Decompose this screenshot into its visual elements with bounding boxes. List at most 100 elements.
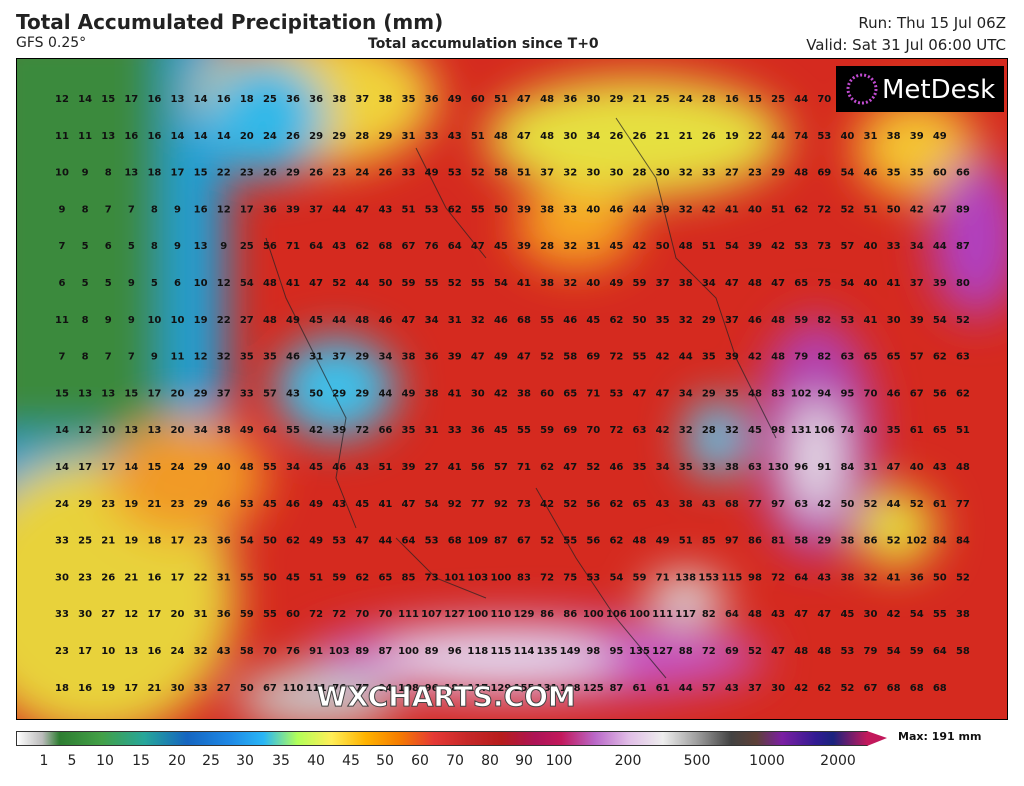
grid-value: 7	[105, 352, 112, 363]
grid-value: 14	[55, 462, 69, 473]
grid-value: 32	[864, 572, 878, 583]
grid-value: 62	[817, 683, 831, 694]
grid-value: 45	[494, 241, 508, 252]
grid-value: 59	[332, 572, 346, 583]
grid-value: 22	[748, 131, 762, 142]
grid-value: 64	[933, 646, 947, 657]
grid-value: 45	[309, 315, 323, 326]
grid-value: 130	[768, 462, 789, 473]
grid-value: 50	[240, 683, 254, 694]
grid-value: 60	[933, 168, 947, 179]
grid-value: 32	[679, 315, 693, 326]
grid-value: 28	[540, 241, 554, 252]
grid-value: 41	[887, 572, 901, 583]
grid-value: 181	[444, 683, 465, 694]
grid-value: 135	[629, 646, 650, 657]
grid-value: 41	[286, 278, 300, 289]
grid-value: 52	[471, 168, 485, 179]
grid-value: 55	[286, 425, 300, 436]
grid-value: 45	[840, 609, 854, 620]
grid-value: 54	[725, 241, 739, 252]
grid-value: 17	[147, 609, 161, 620]
grid-value: 24	[679, 94, 693, 105]
colorbar-tick-label: 2000	[820, 753, 856, 769]
grid-value: 12	[55, 94, 69, 105]
grid-value: 35	[887, 168, 901, 179]
grid-value: 27	[425, 462, 439, 473]
grid-value: 19	[101, 683, 115, 694]
grid-value: 46	[887, 388, 901, 399]
grid-value: 49	[309, 536, 323, 547]
grid-value: 38	[402, 352, 416, 363]
grid-value: 49	[609, 278, 623, 289]
grid-value: 72	[609, 352, 623, 363]
grid-value: 66	[956, 168, 970, 179]
grid-value: 60	[471, 94, 485, 105]
grid-value: 56	[586, 499, 600, 510]
grid-value: 65	[633, 499, 647, 510]
logo-text: MetDesk	[882, 75, 995, 105]
grid-value: 76	[332, 683, 346, 694]
grid-value: 30	[656, 168, 670, 179]
grid-value: 59	[633, 572, 647, 583]
grid-value: 55	[471, 278, 485, 289]
grid-value: 55	[471, 204, 485, 215]
grid-value: 52	[540, 536, 554, 547]
grid-value: 30	[864, 609, 878, 620]
grid-value: 102	[906, 536, 927, 547]
grid-value: 87	[609, 683, 623, 694]
grid-value: 35	[263, 352, 277, 363]
grid-value: 32	[679, 204, 693, 215]
grid-value: 125	[583, 683, 604, 694]
colorbar-tick-label: 40	[307, 753, 325, 769]
grid-value: 36	[910, 572, 924, 583]
grid-value: 35	[910, 168, 924, 179]
grid-value: 51	[702, 241, 716, 252]
grid-value: 71	[586, 388, 600, 399]
grid-value: 41	[887, 278, 901, 289]
grid-value: 129	[490, 683, 511, 694]
grid-value: 13	[124, 168, 138, 179]
grid-value: 48	[794, 646, 808, 657]
grid-value: 29	[194, 388, 208, 399]
grid-value: 9	[220, 241, 227, 252]
grid-value: 127	[444, 609, 465, 620]
grid-value: 29	[817, 536, 831, 547]
grid-value: 68	[910, 683, 924, 694]
grid-value: 64	[263, 425, 277, 436]
grid-value: 45	[355, 499, 369, 510]
grid-value: 61	[910, 425, 924, 436]
grid-value: 35	[702, 352, 716, 363]
grid-value: 12	[78, 425, 92, 436]
grid-value: 7	[105, 204, 112, 215]
grid-value: 25	[263, 94, 277, 105]
grid-value: 53	[840, 646, 854, 657]
grid-value: 8	[82, 204, 89, 215]
grid-value: 115	[721, 572, 742, 583]
grid-value: 84	[840, 462, 854, 473]
grid-value: 57	[494, 462, 508, 473]
grid-value: 40	[840, 131, 854, 142]
grid-value: 77	[748, 499, 762, 510]
grid-value: 32	[563, 241, 577, 252]
grid-value: 37	[540, 168, 554, 179]
grid-value: 18	[147, 536, 161, 547]
grid-value: 77	[355, 683, 369, 694]
grid-value: 16	[78, 683, 92, 694]
grid-value: 75	[817, 278, 831, 289]
grid-value: 39	[286, 204, 300, 215]
grid-value: 19	[124, 499, 138, 510]
grid-value: 25	[771, 94, 785, 105]
grid-value: 45	[494, 425, 508, 436]
grid-value: 62	[540, 462, 554, 473]
grid-value: 94	[378, 683, 392, 694]
grid-value: 23	[332, 168, 346, 179]
valid-time: Valid: Sat 31 Jul 06:00 UTC	[806, 36, 1006, 54]
grid-value: 47	[517, 94, 531, 105]
colorbar-tick-label: 45	[342, 753, 360, 769]
grid-value: 83	[771, 388, 785, 399]
grid-value: 39	[725, 352, 739, 363]
grid-value: 35	[402, 425, 416, 436]
grid-value: 17	[101, 462, 115, 473]
grid-value: 50	[656, 241, 670, 252]
